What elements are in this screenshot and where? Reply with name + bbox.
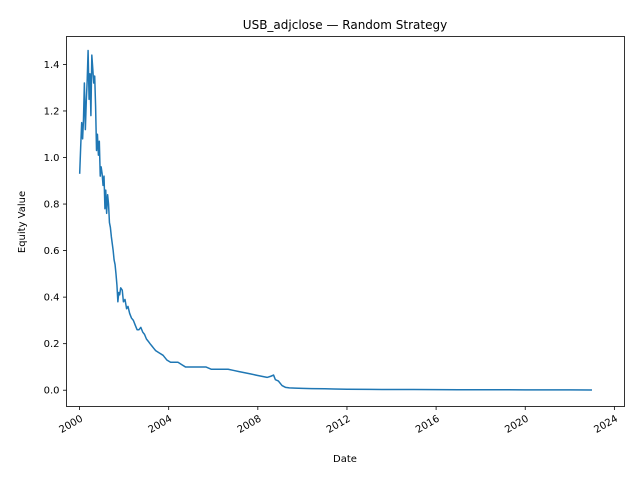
series-line-0	[78, 49, 592, 391]
y-tick-label: 0.8	[44, 200, 60, 211]
y-tick-label: 0.2	[44, 339, 60, 350]
y-tick-label: 1.0	[44, 153, 60, 164]
y-tick-label: 0.6	[44, 246, 60, 257]
y-tick-label: 0.0	[44, 386, 60, 397]
y-tick-label: 1.4	[44, 60, 60, 71]
y-axis-title: Equity Value	[17, 191, 28, 253]
y-axis: 0.0 0.2 0.4 0.6 0.8 1.0 1.2 1.4	[44, 60, 67, 397]
y-tick-label: 1.2	[44, 106, 60, 117]
plot-frame	[66, 36, 625, 407]
chart-title: USB_adjclose — Random Strategy	[243, 18, 447, 32]
x-axis-title: Date	[333, 454, 357, 465]
plot-area	[78, 49, 592, 391]
y-tick-label: 0.4	[44, 293, 60, 304]
